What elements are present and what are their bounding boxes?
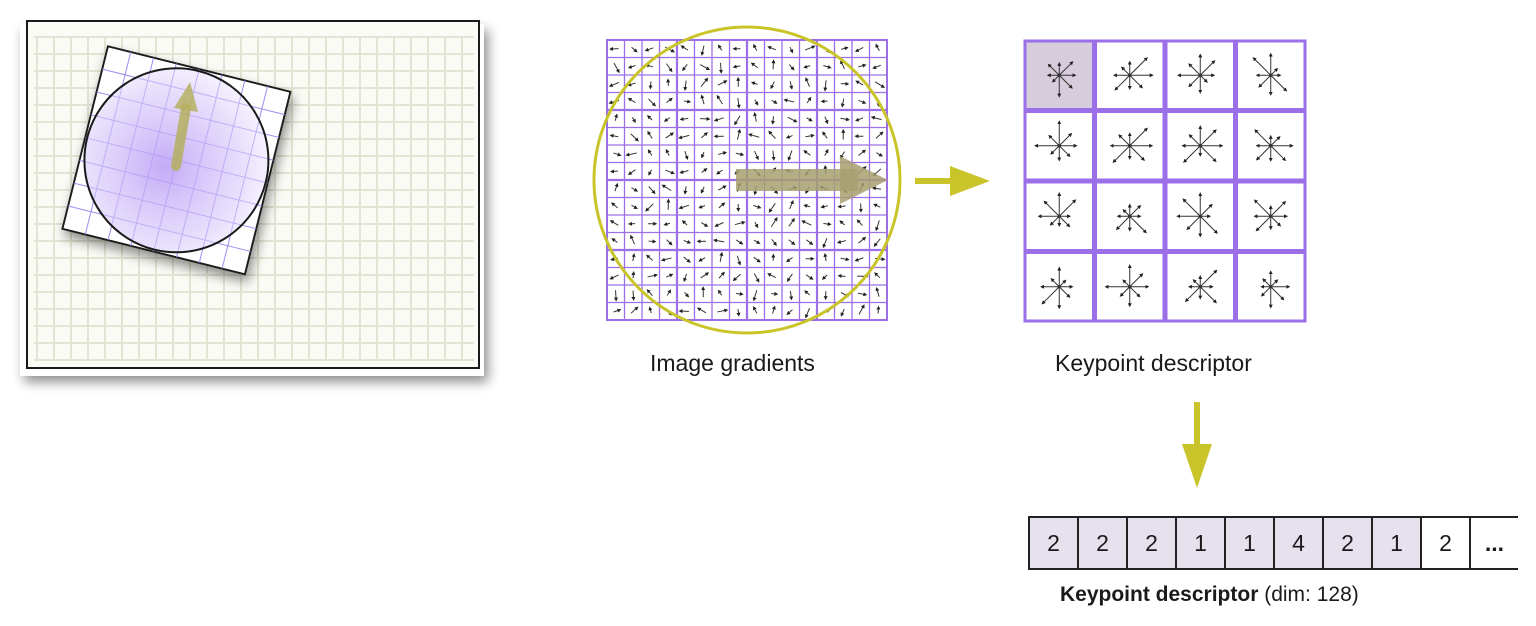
descriptor-cell [1235, 251, 1307, 323]
descriptor-cell [1023, 39, 1095, 111]
down-arrow [1182, 402, 1212, 488]
descriptor-vector: 2 2 2 1 1 4 2 1 2... [1028, 516, 1518, 570]
gradient-direction-arrow [736, 156, 888, 204]
keypoint-descriptor-caption: Keypoint descriptor [1055, 350, 1252, 376]
descriptor-value-cell: 1 [1177, 518, 1226, 568]
descriptor-value-cell: 4 [1275, 518, 1324, 568]
gaussian-window-circle [592, 25, 902, 335]
descriptor-value-cell: 2 [1030, 518, 1079, 568]
descriptor-cell [1023, 251, 1095, 323]
descriptor-vector-caption-bold: Keypoint descriptor [1060, 583, 1259, 606]
descriptor-value-cell: 2 [1324, 518, 1373, 568]
descriptor-value-cell: 2 [1422, 518, 1471, 568]
descriptor-cell [1235, 39, 1307, 111]
descriptor-cell [1235, 110, 1307, 182]
descriptor-cell [1164, 39, 1236, 111]
descriptor-value-cell: 1 [1226, 518, 1275, 568]
descriptor-vector-caption-dim: (dim: 128) [1258, 583, 1359, 606]
image-gradients-panel [592, 25, 902, 335]
descriptor-value-cell: 1 [1373, 518, 1422, 568]
descriptor-cell [1094, 39, 1166, 111]
keypoint-descriptor-grid [1023, 39, 1307, 323]
descriptor-cell [1164, 110, 1236, 182]
descriptor-value-cell: 2 [1128, 518, 1177, 568]
descriptor-cell [1164, 180, 1236, 252]
image-panel [20, 20, 484, 376]
descriptor-vector-caption: Keypoint descriptor (dim: 128) [1060, 583, 1359, 607]
orientation-arrow [171, 82, 198, 171]
descriptor-value-cell: ... [1471, 518, 1518, 568]
descriptor-cell [1094, 251, 1166, 323]
image-gradients-caption: Image gradients [650, 350, 815, 376]
descriptor-cell [1023, 180, 1095, 252]
descriptor-cell [1094, 180, 1166, 252]
descriptor-cell [1094, 110, 1166, 182]
descriptor-cell [1164, 251, 1236, 323]
descriptor-value-cell: 2 [1079, 518, 1128, 568]
right-arrow [915, 166, 990, 196]
descriptor-cell [1235, 180, 1307, 252]
descriptor-cell [1023, 110, 1095, 182]
